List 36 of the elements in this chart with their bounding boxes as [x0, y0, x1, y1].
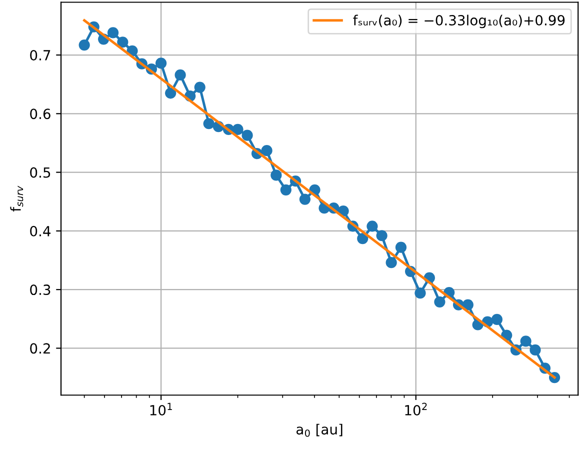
y-tick-label: 0.7	[30, 50, 50, 60]
point	[78, 39, 90, 51]
point	[270, 170, 282, 181]
point	[194, 82, 206, 93]
y-tick-label: 0.5	[30, 167, 50, 178]
point	[174, 69, 186, 81]
point	[107, 27, 119, 38]
x-tick-label: 10$^{1}$	[150, 402, 172, 416]
point	[299, 194, 310, 205]
point	[434, 296, 446, 308]
y-tick-label: 0.3	[30, 284, 50, 296]
legend-label: fₛᵤᵣᵥ(a₀) = −0.33log₁₀(a₀)+0.99	[353, 14, 565, 28]
point	[366, 220, 378, 232]
point	[395, 242, 407, 253]
point	[232, 124, 244, 136]
x-axis-title: a$_{0}$ [au]	[296, 424, 342, 437]
point	[155, 58, 167, 69]
y-tick-label: 0.4	[30, 226, 51, 236]
point	[261, 145, 272, 156]
point	[386, 257, 397, 268]
point	[520, 336, 532, 347]
point	[280, 184, 292, 196]
point	[203, 118, 214, 130]
point	[530, 344, 541, 356]
point	[414, 288, 426, 299]
y-tick-label: 0.2	[30, 343, 50, 354]
y-tick-label: 0.6	[30, 108, 50, 120]
point	[117, 36, 128, 48]
point	[357, 233, 368, 244]
x-tick-label: 10$^{2}$	[405, 402, 427, 416]
point	[462, 299, 474, 310]
y-axis-title: f$_{surv}$	[10, 186, 24, 212]
point	[376, 230, 388, 242]
point	[242, 130, 253, 141]
point	[491, 314, 502, 326]
point	[165, 88, 176, 99]
